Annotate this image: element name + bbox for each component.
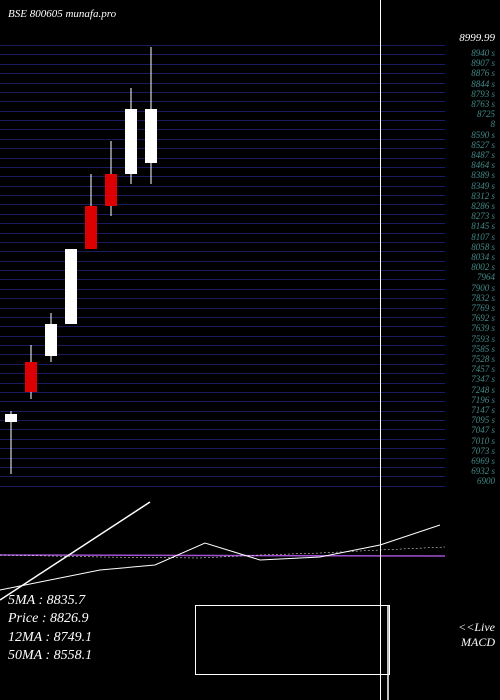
price-high-label: 8999.99 [459,32,495,44]
source-label: munafa.pro [65,8,116,20]
candlestick-panel[interactable] [0,30,445,495]
current-time-marker [380,0,381,700]
ma12-stat: 12MA : 8749.1 [8,629,92,647]
bottom-indicator-box [195,605,390,675]
statistics-panel: 5MA : 8835.7 Price : 8826.9 12MA : 8749.… [8,592,92,665]
live-macd-label: <<Live MACD [458,620,495,650]
stock-chart-container: BSE 800605 munafa.pro 8999.99 8940 s8907… [0,0,500,700]
chart-header: BSE 800605 munafa.pro [8,8,116,20]
ma50-stat: 50MA : 8558.1 [8,647,92,665]
ma5-stat: 5MA : 8835.7 [8,592,92,610]
symbol-label: 800605 [30,8,63,20]
price-stat: Price : 8826.9 [8,610,92,628]
exchange-label: BSE [8,8,27,20]
y-axis-labels: 8940 s8907 s8876 s8844 s8793 s8763 s8725… [445,30,495,495]
